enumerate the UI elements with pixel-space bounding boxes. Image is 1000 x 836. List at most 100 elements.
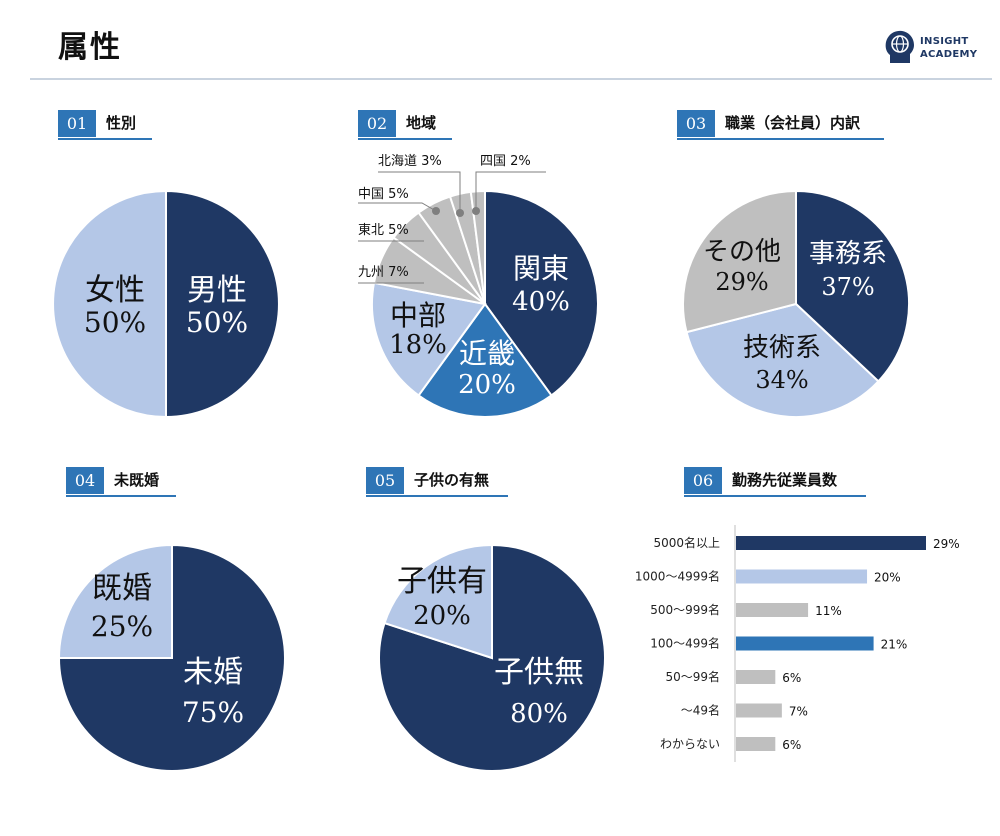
- children-slice-value: 80%: [510, 699, 568, 729]
- marital-slice-value: 25%: [91, 610, 153, 643]
- bar-3: [736, 636, 874, 651]
- region-slice-value: 40%: [512, 287, 570, 317]
- region-slice-2: [371, 281, 487, 397]
- section-underline: [358, 138, 452, 140]
- children-slice-value: 20%: [413, 601, 471, 631]
- bar-category-label: 5000名以上: [653, 535, 720, 550]
- gender-slice-1: [52, 189, 167, 419]
- region-leader-line: [475, 171, 546, 211]
- region-external-label: 中国 5%: [358, 187, 409, 202]
- region-leader-dot: [456, 209, 464, 217]
- gender-slice-value: 50%: [84, 306, 146, 339]
- bar-category-label: 500～999名: [650, 602, 720, 617]
- bar-4: [736, 670, 776, 684]
- occupation-slice-value: 29%: [715, 268, 768, 296]
- region-slice-label: 近畿: [459, 337, 515, 370]
- section-number: 01: [58, 110, 96, 137]
- bar-value-label: 29%: [933, 537, 960, 551]
- section-title: 地域: [406, 114, 437, 132]
- region-slice-0: [484, 189, 599, 397]
- insight-academy-logo: INSIGHT ACADEMY: [884, 29, 994, 69]
- section-underline: [58, 138, 152, 140]
- region-slice-1: [417, 302, 553, 418]
- section-underline: [677, 138, 884, 140]
- bar-5: [736, 703, 782, 718]
- region-leader-line: [378, 171, 461, 213]
- gender-slice-value: 50%: [186, 306, 248, 339]
- gender-slice-label: 女性: [85, 273, 145, 308]
- bar-value-label: 11%: [815, 604, 842, 618]
- section-title: 職業（会社員）内訳: [725, 114, 861, 132]
- marital-slice-1: [57, 543, 173, 659]
- region-external-label: 四国 2%: [480, 154, 531, 169]
- marital-pie: 未婚 75% 既婚 25%: [57, 543, 286, 772]
- header-divider: [30, 78, 992, 80]
- bar-0: [736, 536, 926, 550]
- region-leader-line: [358, 202, 437, 212]
- bar-value-label: 7%: [789, 705, 808, 719]
- logo-line2: ACADEMY: [920, 49, 978, 60]
- children-slice-label: 子供有: [397, 564, 487, 599]
- page-title: 属性: [58, 30, 122, 65]
- bar-category-label: わからない: [660, 737, 720, 751]
- occupation-slice-label: 技術系: [743, 333, 821, 363]
- bar-2: [736, 603, 809, 617]
- region-external-label: 東北 5%: [358, 222, 409, 238]
- gender-slice-label: 男性: [187, 273, 247, 308]
- marital-slice-value: 75%: [182, 696, 244, 729]
- occupation-slice-2: [682, 189, 797, 334]
- region-slice-value: 18%: [389, 330, 447, 360]
- children-slice-0: [378, 543, 606, 772]
- section-number: 03: [677, 110, 715, 137]
- region-slice-value: 20%: [458, 370, 516, 400]
- occupation-slice-value: 37%: [821, 273, 874, 301]
- section-number: 04: [66, 467, 104, 494]
- marital-slice-label: 既婚: [92, 571, 152, 606]
- region-slice-7: [469, 189, 486, 305]
- section-title: 勤務先従業員数: [732, 471, 838, 489]
- children-slice-label: 子供無: [494, 655, 584, 690]
- region-leader-dot: [472, 207, 480, 215]
- occupation-slice-0: [795, 189, 910, 383]
- bar-category-label: ～49名: [681, 703, 720, 718]
- marital-slice-0: [57, 543, 286, 772]
- section-underline: [366, 495, 508, 497]
- region-slice-label: 中部: [390, 299, 446, 332]
- section-underline: [66, 495, 176, 497]
- region-external-label: 北海道 3%: [378, 154, 442, 169]
- occupation-slice-1: [685, 302, 880, 418]
- occupation-slice-label: その他: [703, 237, 781, 267]
- logo-line1: INSIGHT: [920, 36, 969, 47]
- bar-value-label: 6%: [782, 738, 801, 752]
- section-number: 06: [684, 467, 722, 494]
- section-number: 02: [358, 110, 396, 137]
- bar-value-label: 6%: [782, 671, 801, 685]
- region-leader-dot: [432, 207, 440, 215]
- bar-category-label: 1000～4999名: [635, 569, 720, 584]
- bar-1: [736, 569, 868, 584]
- region-external-label: 九州 7%: [358, 265, 409, 280]
- bar-category-label: 100～499名: [650, 636, 720, 651]
- region-slice-label: 関東: [513, 252, 569, 285]
- children-slice-1: [383, 543, 493, 660]
- section-title: 性別: [106, 114, 137, 132]
- section-number: 05: [366, 467, 404, 494]
- marital-slice-label: 未婚: [183, 655, 243, 690]
- section-title: 子供の有無: [414, 471, 490, 489]
- bar-value-label: 21%: [881, 638, 908, 652]
- occupation-slice-value: 34%: [755, 366, 808, 394]
- section-underline: [684, 495, 866, 497]
- head-globe-icon: [885, 30, 914, 63]
- bar-6: [736, 737, 776, 751]
- employees-bar-chart: 5000名以上 29% 1000～4999名 20% 500～999名 11% 100～49…: [635, 525, 960, 762]
- bar-value-label: 20%: [874, 571, 901, 585]
- gender-slice-0: [165, 189, 280, 419]
- bar-category-label: 50～99名: [665, 669, 720, 684]
- section-title: 未既婚: [114, 471, 160, 489]
- occupation-slice-label: 事務系: [809, 239, 887, 269]
